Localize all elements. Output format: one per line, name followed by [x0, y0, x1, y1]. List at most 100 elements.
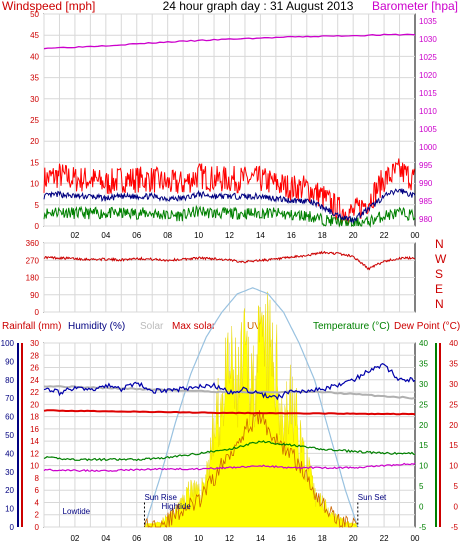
y-tick-label: 5 [419, 482, 424, 491]
y-tick-label: 980 [419, 215, 433, 224]
compass-label: W [435, 252, 447, 266]
series-average [43, 188, 416, 225]
x-tick-label: 00 [411, 534, 420, 543]
series-speed [43, 204, 416, 228]
series-uv [144, 410, 358, 528]
x-tick-label: 04 [101, 534, 110, 543]
y-tick-label: 50 [5, 431, 14, 440]
series-gust [43, 158, 416, 225]
y-tick-label: 90 [30, 291, 39, 300]
x-tick-label: 06 [132, 231, 141, 240]
x-tick-label: 12 [225, 231, 234, 240]
y-tick-label: 30 [419, 380, 428, 389]
x-tick-label: 08 [163, 534, 172, 543]
y-tick-label: 8 [35, 474, 40, 483]
y-tick-label: 10 [419, 462, 428, 471]
y-tick-label: 24 [30, 376, 39, 385]
y-tick-label: 5 [35, 201, 40, 210]
y-tick-label: 0 [35, 523, 40, 532]
x-tick-label: 20 [349, 534, 358, 543]
wind-barometer-panel: 0510152025303540455098098599099510001005… [2, 0, 458, 240]
y-tick-label: 35 [30, 74, 39, 83]
y-tick-label: 35 [449, 359, 458, 368]
y-tick-label: 30 [30, 95, 39, 104]
y-tick-label: 20 [419, 421, 428, 430]
y-tick-label: 70 [5, 394, 14, 403]
series-wind-direction [43, 250, 416, 271]
y-tick-label: 1035 [419, 17, 437, 26]
x-tick-label: 16 [287, 231, 296, 240]
x-tick-label: 06 [132, 534, 141, 543]
x-tick-label: 10 [194, 534, 203, 543]
y-tick-label: 180 [26, 274, 40, 283]
y-tick-label: 0 [419, 503, 424, 512]
y-tick-label: -5 [419, 523, 427, 532]
x-tick-label: 14 [256, 534, 265, 543]
y-tick-label: 20 [449, 421, 458, 430]
y-tick-label: 10 [30, 180, 39, 189]
x-tick-label: 22 [380, 534, 389, 543]
y-tick-label: 15 [419, 441, 428, 450]
legend-max-solar: Max solar [172, 321, 216, 332]
x-tick-label: 16 [287, 534, 296, 543]
annotation-label: Hightide [161, 502, 191, 511]
y-tick-label: 45 [30, 31, 39, 40]
legend-humidity: Humidity (%) [68, 321, 125, 332]
y-tick-label: 20 [5, 486, 14, 495]
y-tick-label: 60 [5, 413, 14, 422]
y-tick-label: 0 [10, 523, 15, 532]
y-tick-label: 25 [419, 400, 428, 409]
series-max-solar [143, 287, 359, 528]
x-tick-label: 14 [256, 231, 265, 240]
y-tick-label: 28 [30, 351, 39, 360]
y-tick-label: 18 [30, 413, 39, 422]
compass-label: E [435, 282, 443, 296]
annotation-label: Sun Rise [144, 493, 177, 502]
y-tick-label: 12 [30, 449, 39, 458]
series-dew-point [43, 462, 416, 473]
y-tick-label: 6 [35, 486, 40, 495]
y-tick-label: 4 [35, 498, 40, 507]
legend-rainfall: Rainfall (mm) [2, 321, 61, 332]
x-tick-label: 18 [318, 534, 327, 543]
y-axis-label-left: Windspeed [mph] [2, 0, 95, 13]
y-tick-label: 30 [30, 339, 39, 348]
y-tick-label: 40 [5, 449, 14, 458]
y-tick-label: 80 [5, 376, 14, 385]
y-tick-label: 26 [30, 364, 39, 373]
y-tick-label: 15 [449, 441, 458, 450]
y-tick-label: 995 [419, 161, 433, 170]
legend-uv: UV [247, 321, 261, 332]
rain-humidity-solar-temp-panel: 0246810121416182022242628300102030405060… [1, 287, 460, 543]
series-barometer [43, 33, 416, 50]
x-tick-label: 10 [194, 231, 203, 240]
y-tick-label: 270 [26, 256, 40, 265]
y-tick-label: 360 [26, 239, 40, 248]
y-tick-label: 1010 [419, 107, 437, 116]
y-tick-label: 20 [30, 400, 39, 409]
y-axis-label-right: Barometer [hpa] [372, 0, 458, 13]
y-tick-label: 25 [30, 116, 39, 125]
series-temperature [43, 440, 416, 462]
compass-label: N [435, 297, 444, 311]
y-tick-label: 1005 [419, 125, 437, 134]
y-tick-label: 50 [30, 10, 39, 19]
y-tick-label: 0 [35, 222, 40, 231]
x-tick-label: 18 [318, 231, 327, 240]
x-tick-label: 00 [411, 231, 420, 240]
legend-solar: Solar [140, 321, 164, 332]
y-tick-label: 100 [1, 339, 15, 348]
compass-label: S [435, 267, 443, 281]
y-tick-label: 30 [5, 468, 14, 477]
annotation-label: Sun Set [358, 493, 387, 502]
y-tick-label: 1015 [419, 89, 437, 98]
x-tick-label: 04 [101, 231, 110, 240]
y-tick-label: 10 [5, 505, 14, 514]
x-tick-label: 02 [70, 231, 79, 240]
x-tick-label: 20 [349, 231, 358, 240]
y-tick-label: 0 [454, 503, 459, 512]
y-tick-label: 10 [30, 462, 39, 471]
x-tick-label: 02 [70, 534, 79, 543]
y-tick-label: 16 [30, 425, 39, 434]
